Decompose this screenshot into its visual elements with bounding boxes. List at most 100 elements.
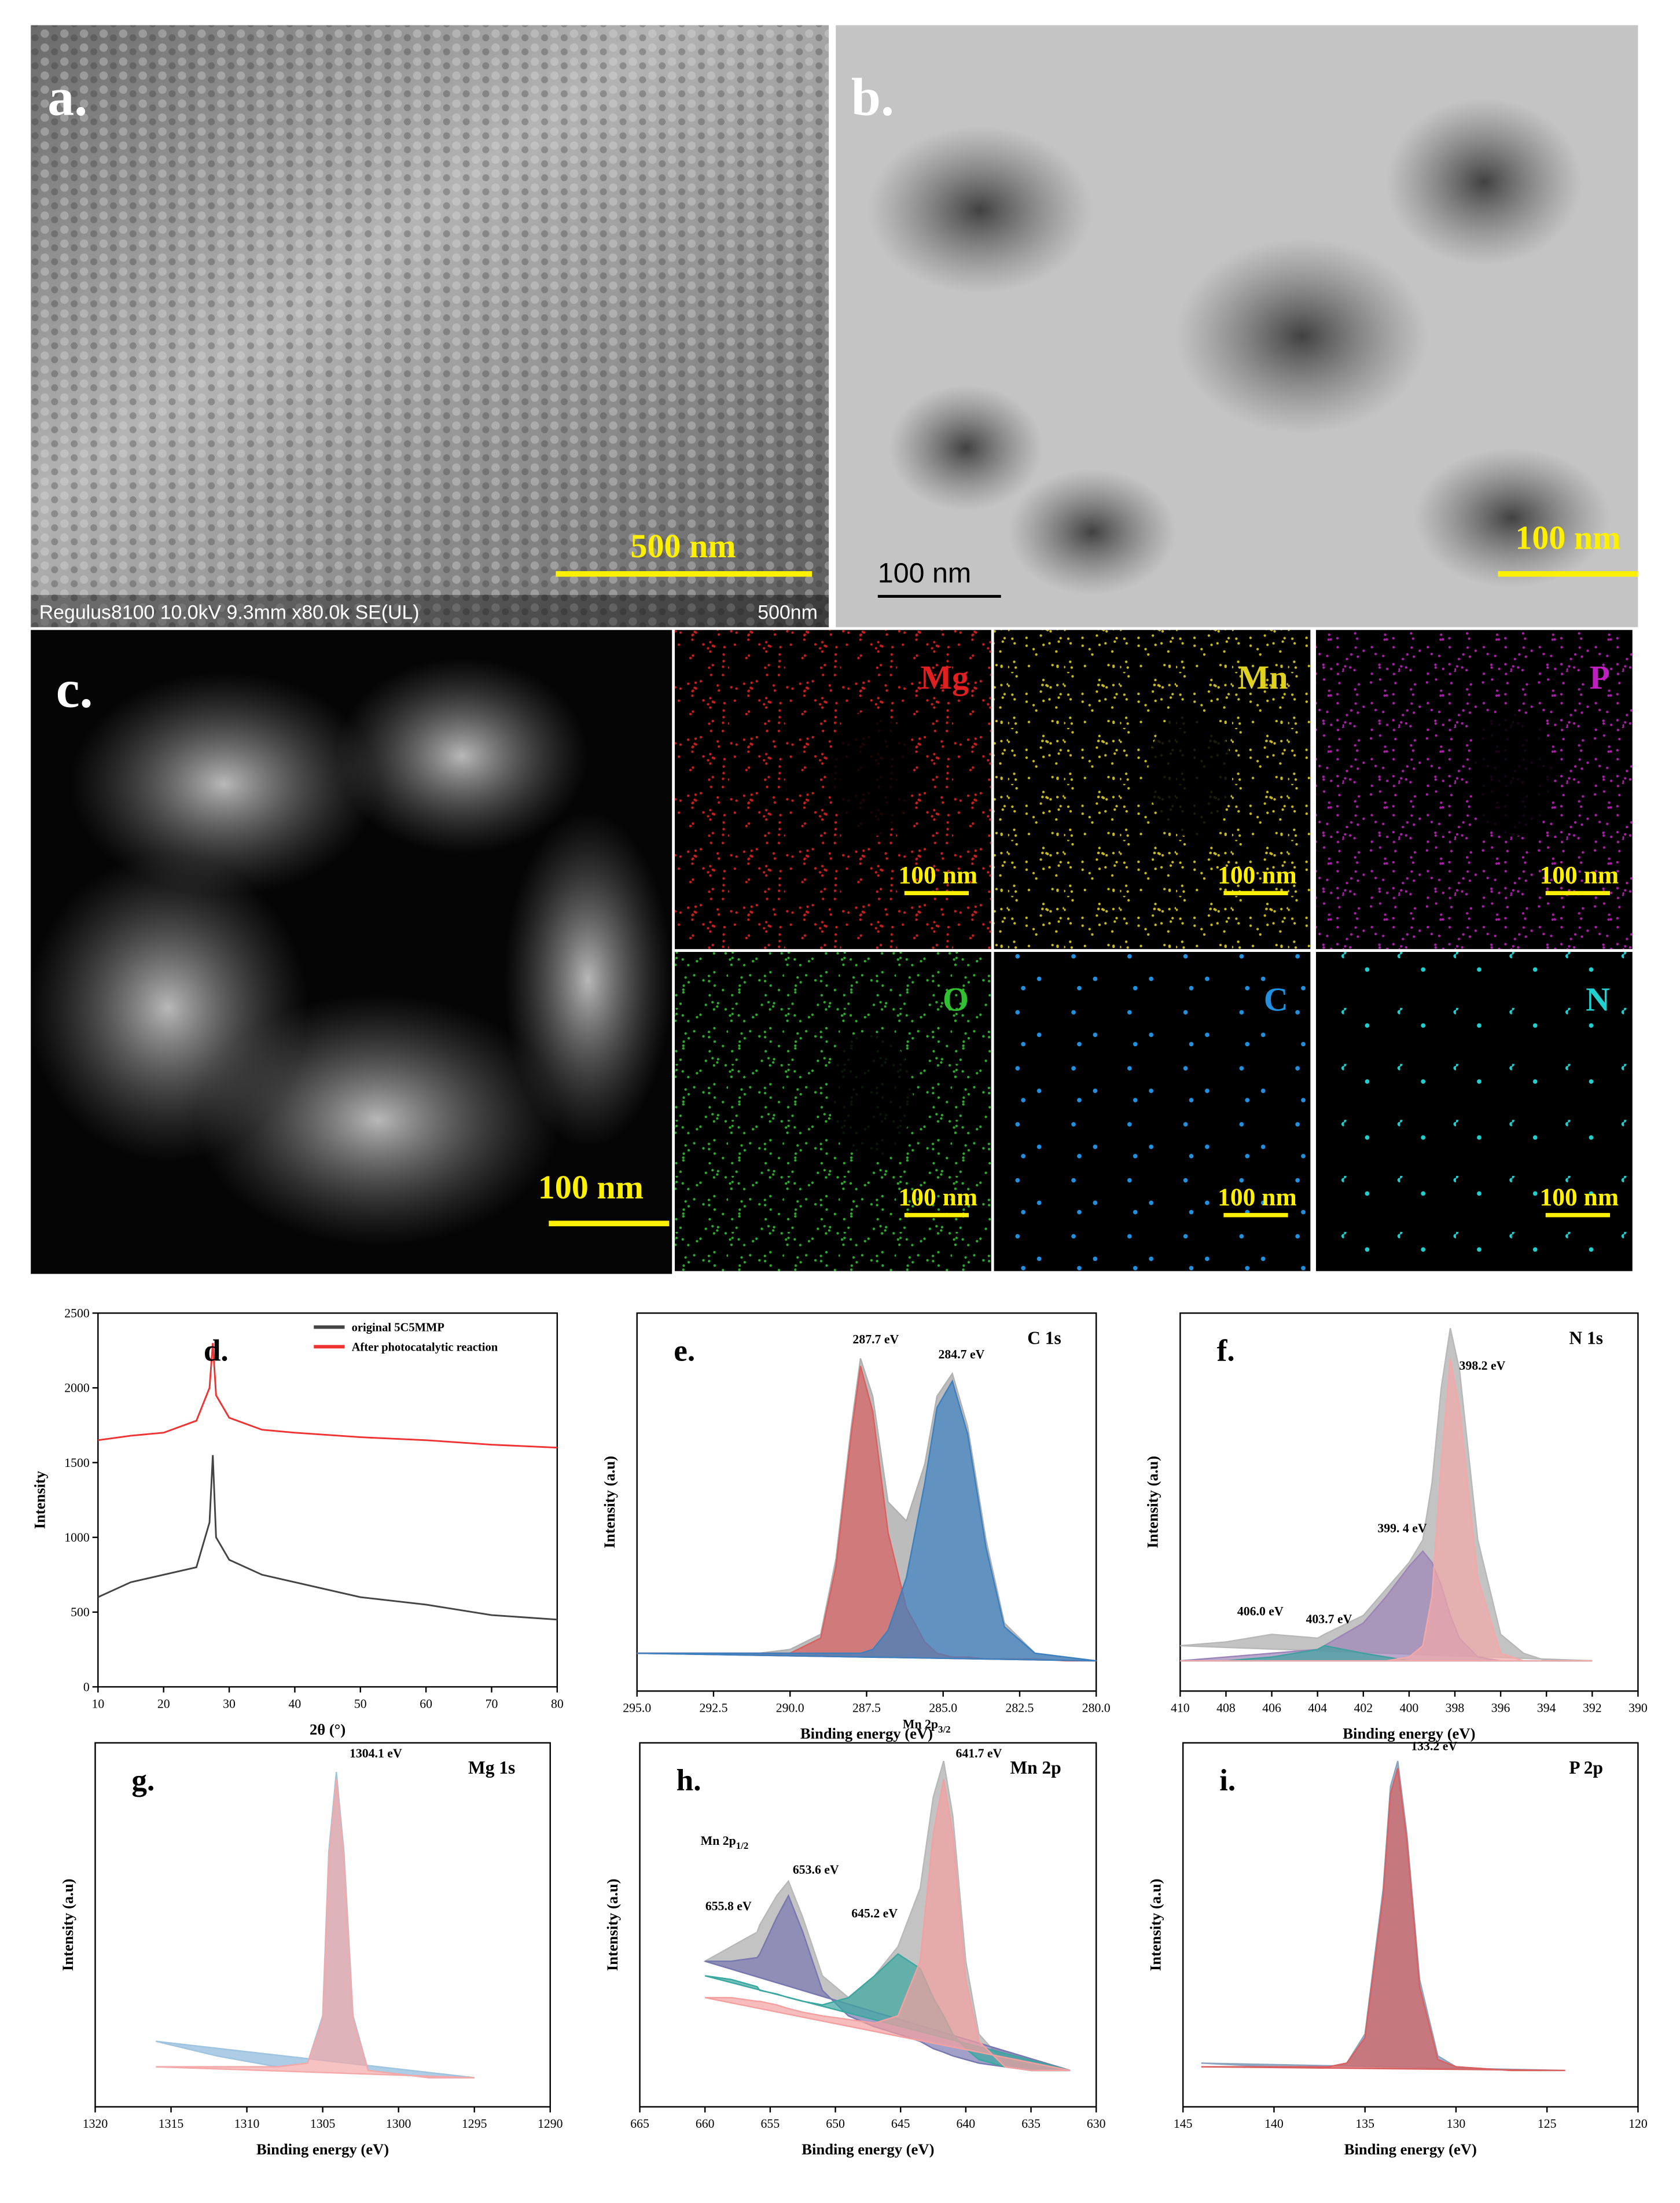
y-axis-label: Intensity (a.u) (59, 1878, 76, 1971)
annotation-subscript: 3/2 (938, 1724, 951, 1735)
peak-annotation: 655.8 eV (705, 1899, 752, 1913)
peak-annotation: 1304.1 eV (350, 1746, 402, 1760)
charts: 10 20 30 40 50 60 70 80 0 500 1000 1500 2000 2500 2θ (… (31, 1306, 1647, 2158)
x-tick-label: 665 (630, 2117, 649, 2131)
y-tick-label: 0 (83, 1680, 90, 1694)
scale-bar-label: 100 nm (1218, 1183, 1297, 1211)
x-tick-label: 282.5 (1005, 1701, 1034, 1715)
x-tick-label: 125 (1538, 2117, 1557, 2131)
x-tick-label: 50 (354, 1697, 367, 1711)
x-tick-label: 70 (486, 1697, 498, 1711)
annotation-text: 284.7 eV (939, 1348, 985, 1362)
x-tick-label: 404 (1308, 1701, 1327, 1715)
chart: 1320 1315 1310 1305 1300 1295 1290 Binding ener… (59, 1742, 563, 2158)
x-tick-label: 396 (1491, 1701, 1510, 1715)
peak-annotation: 284.7 eV (939, 1348, 985, 1362)
scale-bar-label: 100 nm (899, 861, 978, 889)
x-tick-label: 1290 (538, 2117, 563, 2131)
annotation-text: 645.2 eV (851, 1907, 898, 1921)
fitted-peak (1201, 1768, 1565, 2072)
spectrum-label: P 2p (1569, 1757, 1603, 1778)
peak-annotation: 645.2 eV (851, 1907, 898, 1921)
map-signal (1316, 630, 1633, 950)
map-signal (994, 952, 1311, 1271)
x-tick-label: 287.5 (852, 1701, 881, 1715)
sem-footer-band (31, 595, 829, 627)
x-tick-label: 398 (1446, 1701, 1465, 1715)
x-tick-label: 285.0 (929, 1701, 957, 1715)
map-dots-layer (1316, 952, 1633, 1271)
y-tick-label: 1500 (64, 1456, 90, 1470)
element-label: N (1586, 981, 1610, 1018)
y-axis-label: Intensity (a.u) (601, 1456, 618, 1549)
peak-annotation: Mn 2p1/2 (701, 1834, 749, 1851)
scale-bar-label: 100 nm (1539, 1183, 1619, 1211)
annotation-text: 133.2 eV (1411, 1739, 1457, 1753)
panel-label: g. (131, 1763, 155, 1797)
element-label: O (943, 981, 969, 1018)
plot-frame (97, 1312, 558, 1688)
legend-label: original 5C5MMP (352, 1322, 444, 1334)
chart: 145 140 135 130 125 120 Binding energy (eV) Int… (1146, 1739, 1647, 2158)
scale-bar-label: 100 nm (538, 1168, 644, 1206)
map-signal (994, 630, 1311, 950)
y-tick-label: 1000 (64, 1531, 90, 1544)
x-tick-label: 406 (1262, 1701, 1281, 1715)
y-axis-label: Intensity (a.u) (604, 1878, 621, 1971)
annotation-subscript: 1/2 (736, 1840, 749, 1851)
plot-frame (639, 1742, 1097, 2108)
x-tick-label: 20 (157, 1697, 170, 1711)
map-void (829, 710, 913, 837)
x-tick-label: 1310 (234, 2117, 260, 2131)
haadf-particle (196, 994, 560, 1246)
map-void (1470, 710, 1554, 837)
chart: 10 20 30 40 50 60 70 80 0 500 1000 1500 2000 2500 2θ (… (31, 1306, 563, 1738)
scale-bar-label: 100 nm (899, 1183, 978, 1211)
x-tick-label: 650 (826, 2117, 845, 2131)
sem-footer: Regulus8100 10.0kV 9.3mm x80.0k SE(UL) (39, 601, 420, 623)
map-signal (675, 952, 991, 1271)
tem-particle (1008, 469, 1177, 595)
spectrum-label: Mn 2p (1010, 1757, 1061, 1778)
element-label: P (1590, 659, 1610, 696)
panel-label: c. (56, 660, 93, 719)
x-axis-label: Binding energy (eV) (802, 2141, 934, 2158)
x-tick-label: 1300 (386, 2117, 411, 2131)
panel-label: i. (1219, 1763, 1236, 1797)
peak-annotation: 287.7 eV (852, 1332, 899, 1346)
fitted-peak (704, 1953, 1071, 2072)
annotation-text: Mn 2p (701, 1834, 736, 1848)
x-tick-label: 392 (1583, 1701, 1602, 1715)
peak-annotation: Mn 2p3/2 (903, 1717, 951, 1735)
annotation-text: 406.0 eV (1237, 1605, 1284, 1619)
haadf-particle (503, 812, 672, 1148)
tem-particle (1176, 238, 1428, 434)
x-axis-label: Binding energy (eV) (1344, 2141, 1477, 2158)
map-dots-layer (994, 952, 1311, 1271)
x-axis-label: 2θ (°) (310, 1720, 345, 1738)
x-tick-label: 295.0 (623, 1701, 651, 1715)
fitted-peak (156, 1779, 475, 2079)
panel-b: b. 100 nm 100 nm (836, 25, 1638, 627)
panel-label: b. (851, 67, 894, 126)
x-tick-label: 635 (1021, 2117, 1041, 2131)
panel-label: a. (47, 67, 87, 126)
y-tick-label: 500 (71, 1605, 90, 1619)
x-axis-label: Binding energy (eV) (800, 1725, 933, 1742)
fitted-peak (1180, 1328, 1593, 1662)
tem-particle (867, 126, 1092, 295)
peak-annotation: 133.2 eV (1411, 1739, 1457, 1753)
annotation-text: 399. 4 eV (1377, 1521, 1427, 1535)
scale-bar-label: 100 nm (1515, 518, 1620, 556)
tem-particle (1385, 98, 1582, 266)
x-axis-label: Binding energy (eV) (256, 2141, 389, 2158)
map-signal (1316, 952, 1633, 1271)
x-tick-label: 40 (289, 1697, 302, 1711)
x-tick-label: 10 (91, 1697, 104, 1711)
fitted-peak (1180, 1358, 1593, 1662)
spectrum-label: N 1s (1569, 1327, 1603, 1348)
y-axis-label: Intensity (31, 1470, 48, 1529)
panel-label: h. (677, 1763, 701, 1797)
